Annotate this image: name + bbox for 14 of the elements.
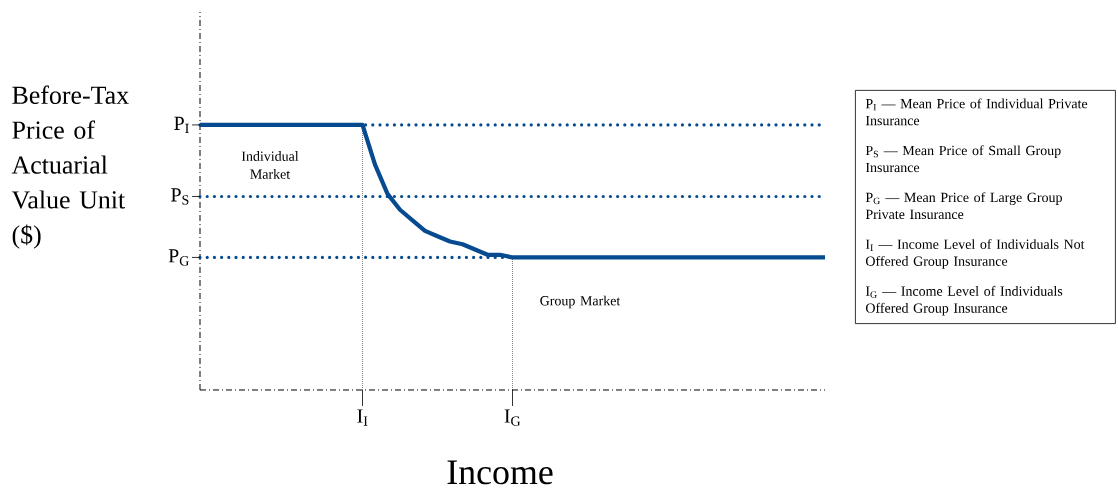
y-axis-title: Before-Tax Price of Actuarial Value Unit ($) [11,85,129,249]
x-tick-label: I$_{G}$ [504,409,521,426]
x-axis-title: Income [447,460,553,485]
ref-line-label: P$_{I}$ [174,116,189,133]
ref-line-label: P$_{S}$ [171,188,189,205]
ref-line-label: P$_{G}$ [168,249,189,266]
annotation: Individual Market [241,151,299,179]
x-tick-label: I$_{I}$ [357,409,368,426]
text: I$_{I}$ — Income Level of Individuals Not Offered Group Insurance [865,239,1085,269]
annotation: Group Market [540,295,621,309]
text: P$_{I}$ — Mean Price of Individual Private Insurance [865,98,1088,126]
text: P$_{S}$ — Mean Price of Small Group Insurance [865,145,1061,173]
text: I$_{G}$ — Income Level of Individuals Offered Group Insurance [865,285,1063,316]
text: P$_{G}$ — Mean Price of Large Group Private Insurance [865,192,1062,220]
